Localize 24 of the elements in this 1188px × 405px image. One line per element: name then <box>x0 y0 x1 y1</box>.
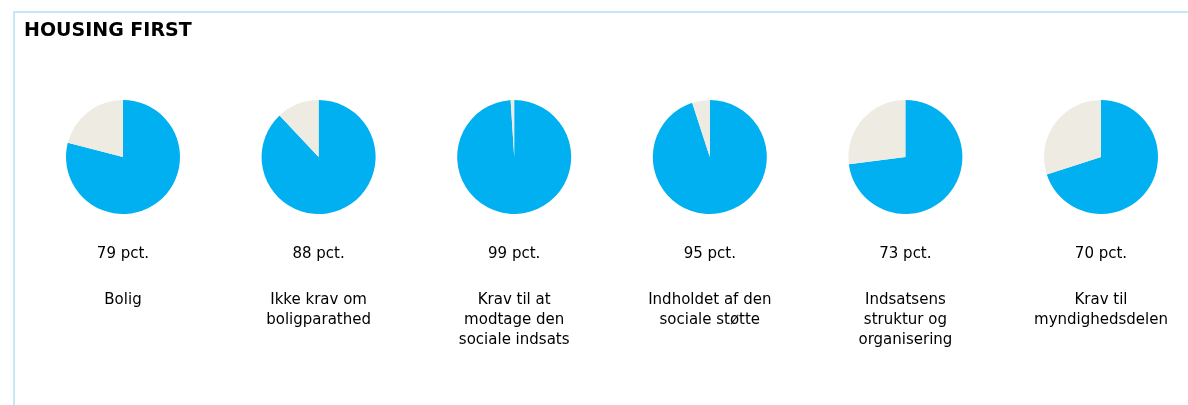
pie-slice <box>66 100 180 214</box>
pie-slice <box>848 100 906 165</box>
pie-slice <box>457 100 572 214</box>
data-label: 88 pct. <box>292 244 345 262</box>
pie-slice <box>1046 100 1158 214</box>
pie-slice <box>848 100 963 214</box>
text: Indholdet af den sociale støtte <box>648 290 772 328</box>
text: Krav til at modtage den sociale indsats <box>458 290 570 348</box>
pie-slice <box>261 100 376 214</box>
text: HOUSING FIRST <box>24 18 192 40</box>
text: Ikke krav om boligparathed <box>266 290 371 328</box>
data-label: 70 pct. <box>1074 244 1128 262</box>
pie-slice <box>652 100 767 214</box>
text: Krav til myndighedsdelen <box>1034 290 1168 328</box>
text: Bolig <box>104 290 142 308</box>
pie-slice <box>1044 100 1101 175</box>
data-label: 73 pct. <box>879 244 932 262</box>
data-label: 95 pct. <box>683 244 736 262</box>
pie-slice <box>67 100 123 157</box>
pie-slice <box>279 100 319 157</box>
pie-slice <box>692 100 710 157</box>
data-label: 99 pct. <box>488 244 541 262</box>
data-label: 79 pct. <box>96 244 150 262</box>
text: Indsatsens struktur og organisering <box>858 290 953 348</box>
